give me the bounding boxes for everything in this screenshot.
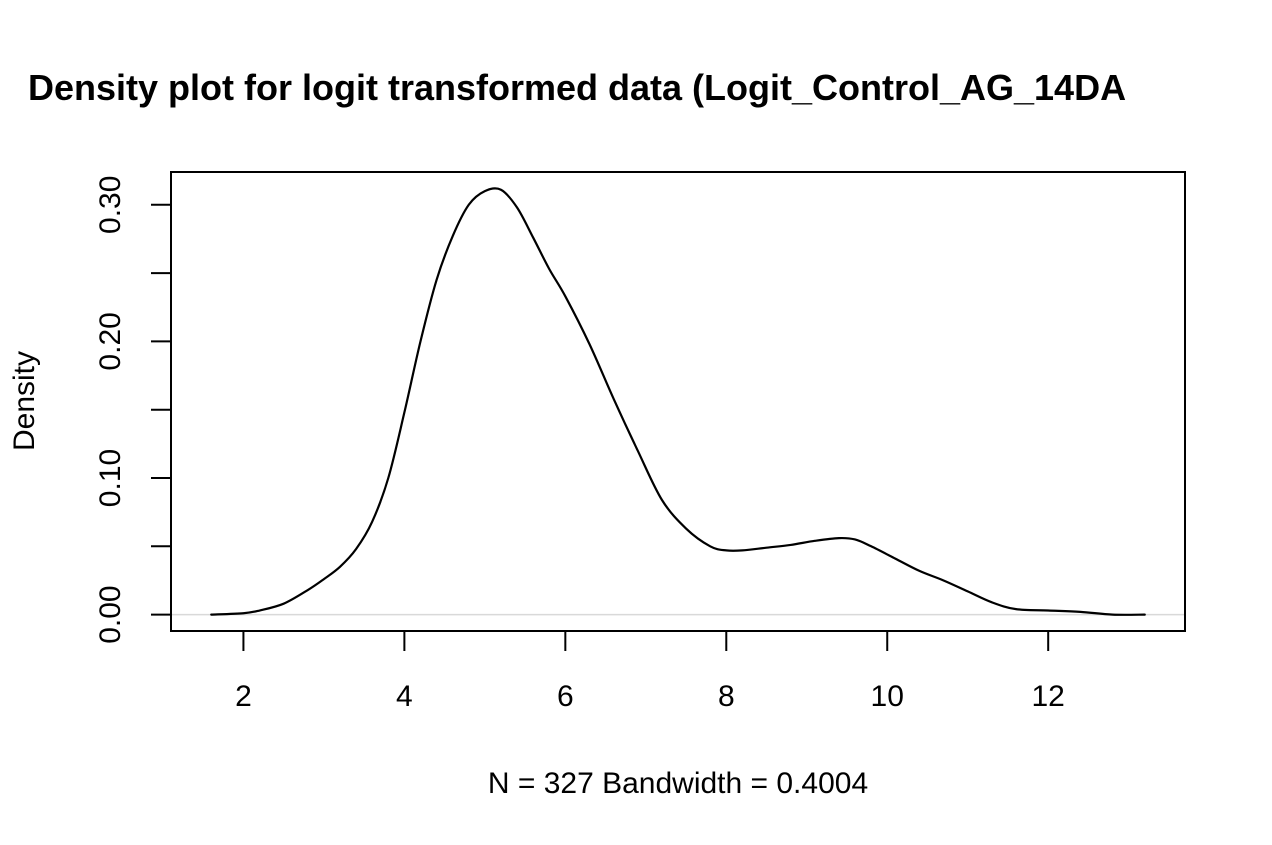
x-axis: 2 4 6 8 10 12 [235, 630, 1065, 713]
x-tick-label: 6 [557, 680, 574, 713]
chart-title: Density plot for logit transformed data … [28, 67, 1126, 108]
x-tick-label: 12 [1032, 680, 1065, 713]
y-tick-label: 0.20 [94, 312, 127, 370]
x-tick-label: 4 [396, 680, 413, 713]
y-tick-label: 0.10 [94, 449, 127, 507]
y-tick-label: 0.00 [94, 585, 127, 643]
y-axis: 0.00 0.10 0.20 0.30 [94, 176, 172, 644]
x-tick-label: 10 [871, 680, 904, 713]
y-axis-label: Density [8, 351, 41, 451]
x-tick-label: 2 [235, 680, 252, 713]
y-tick-label: 0.30 [94, 176, 127, 234]
plot-box [170, 171, 1186, 632]
density-curve [210, 187, 1146, 616]
x-tick-label: 8 [718, 680, 735, 713]
x-axis-label: N = 327 Bandwidth = 0.4004 [488, 767, 868, 800]
